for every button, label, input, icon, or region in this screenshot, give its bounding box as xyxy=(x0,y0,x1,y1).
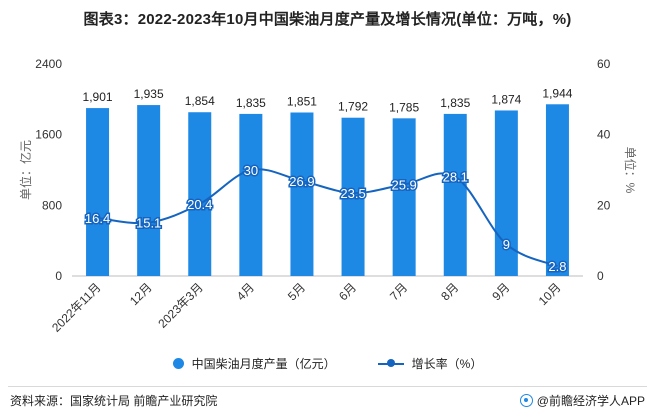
bar xyxy=(239,113,263,277)
bar-value-label: 1,785 xyxy=(389,100,419,114)
bar-value-label: 1,835 xyxy=(440,96,470,110)
bar-value-label: 1,901 xyxy=(83,90,113,104)
line-value-label: 20.4 xyxy=(187,197,212,212)
x-tick-label: 9月 xyxy=(489,280,512,303)
line-value-label: 16.4 xyxy=(85,211,110,226)
brand-logo-icon xyxy=(519,394,533,407)
bar xyxy=(290,112,314,277)
bar-value-label: 1,854 xyxy=(185,94,215,108)
bar-value-label: 1,874 xyxy=(491,92,521,106)
legend-bar-swatch xyxy=(172,358,184,369)
y-tick-label: 0 xyxy=(55,269,62,283)
growth-line xyxy=(97,168,558,268)
line-value-label: 28.1 xyxy=(443,170,468,185)
bar xyxy=(341,117,365,276)
y2-tick-label: 0 xyxy=(597,269,604,283)
data-labels: 1,901 1,935 1,854 1,835 1,851 1,792 1,785 1,835… xyxy=(83,86,573,275)
x-tick-label: 5月 xyxy=(285,280,308,303)
line-value-label: 2.8 xyxy=(548,259,566,274)
y2-axis-title: 单位：% xyxy=(623,147,638,194)
x-tick-label: 12月 xyxy=(127,280,155,308)
bar xyxy=(137,105,161,276)
footer-divider xyxy=(8,386,647,387)
line-value-label: 25.9 xyxy=(391,177,416,192)
bar-value-label: 1,851 xyxy=(287,94,317,108)
line-series xyxy=(97,168,558,268)
legend-label-production: 中国柴油月度产量（亿元） xyxy=(191,357,336,371)
y2-tick-label: 20 xyxy=(597,198,611,212)
legend-item-growth: 增长率（%） xyxy=(377,355,483,372)
line-value-label: 9 xyxy=(503,237,510,252)
x-tick-label: 8月 xyxy=(438,280,461,303)
bar-value-label: 1,935 xyxy=(134,87,164,101)
x-tick-label: 10月 xyxy=(536,280,564,308)
x-tick-label: 6月 xyxy=(336,280,359,303)
y-tick-label: 2400 xyxy=(35,57,62,71)
legend-label-growth: 增长率（%） xyxy=(411,357,483,371)
y-tick-label: 800 xyxy=(42,198,62,212)
legend-item-production: 中国柴油月度产量（亿元） xyxy=(172,355,336,372)
bar-value-label: 1,835 xyxy=(236,96,266,110)
brand-credit: @前瞻经济学人APP xyxy=(519,392,645,409)
source-note: 资料来源：国家统计局 前瞻产业研究院 xyxy=(10,394,218,408)
chart-legend: 中国柴油月度产量（亿元） 增长率（%） xyxy=(0,355,655,372)
x-tick-label: 2023年3月 xyxy=(155,280,205,330)
y-tick-label: 1600 xyxy=(35,128,62,142)
bar xyxy=(545,104,569,276)
line-value-label: 15.1 xyxy=(136,216,161,231)
bar xyxy=(188,112,212,276)
bar-value-label: 1,944 xyxy=(542,86,572,100)
bar-series xyxy=(86,104,569,277)
bar-value-label: 1,792 xyxy=(338,100,368,114)
x-tick-label: 7月 xyxy=(387,280,410,303)
chart-title: 图表3：2022-2023年10月中国柴油月度产量及增长情况(单位：万吨，%) xyxy=(83,11,572,28)
bar xyxy=(86,108,110,276)
y2-tick-label: 60 xyxy=(597,57,611,71)
legend-line-swatch xyxy=(377,358,404,369)
bar xyxy=(494,110,518,276)
x-tick-label: 2022年11月 xyxy=(49,280,104,335)
line-value-label: 30 xyxy=(244,163,258,178)
bar xyxy=(392,118,416,276)
bar xyxy=(443,113,467,277)
y-axis-title: 单位：亿元 xyxy=(18,140,33,200)
y2-tick-label: 40 xyxy=(597,128,611,142)
line-value-label: 23.5 xyxy=(340,186,365,201)
x-tick-label: 4月 xyxy=(234,280,257,303)
line-value-label: 26.9 xyxy=(289,174,314,189)
brand-text: @前瞻经济学人APP xyxy=(536,394,645,408)
